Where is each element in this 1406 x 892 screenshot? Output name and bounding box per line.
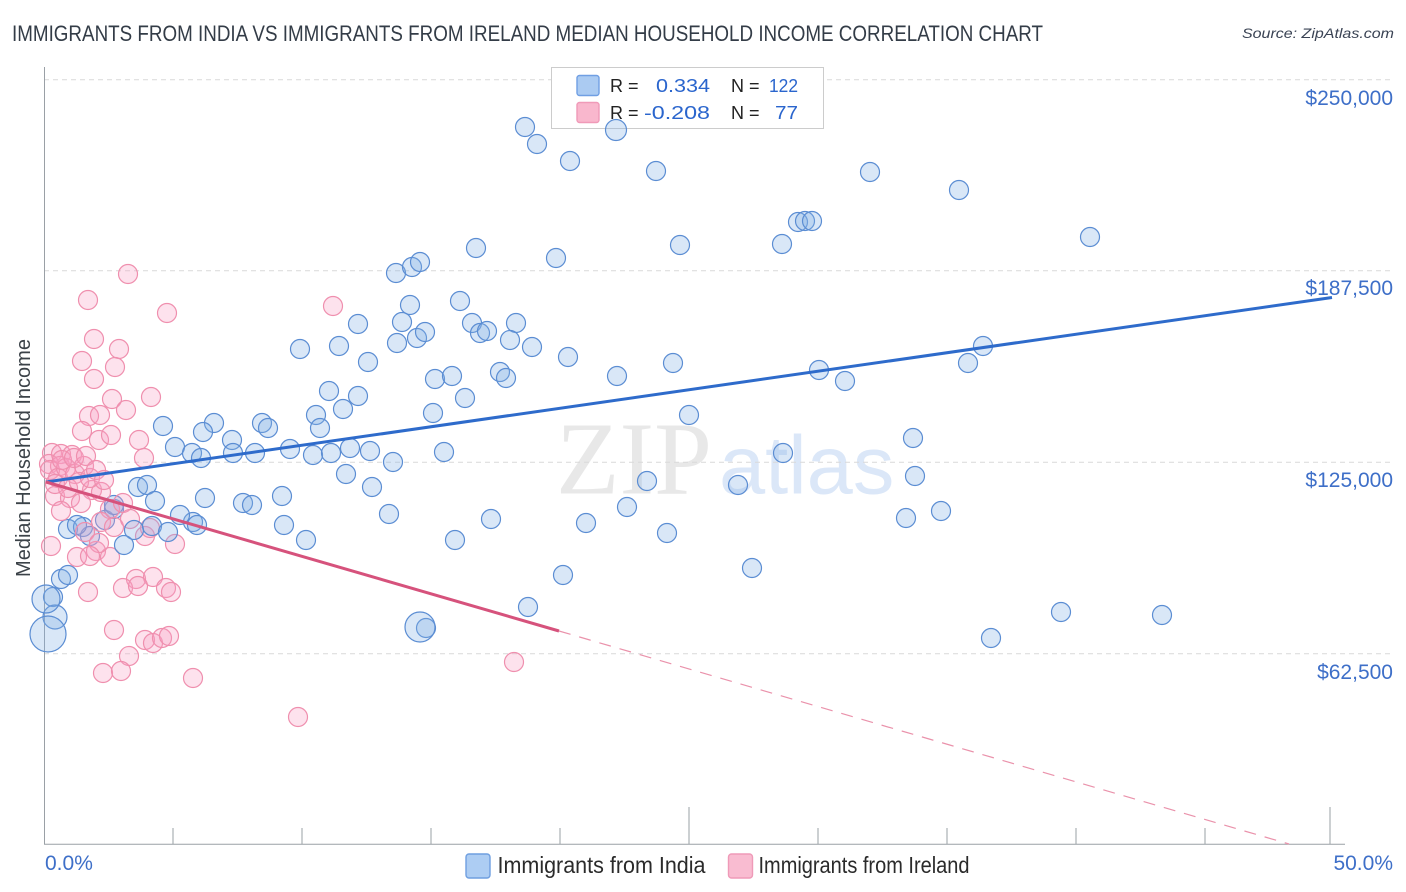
- svg-text:$125,000: $125,000: [1305, 469, 1393, 492]
- svg-text:N =: N =: [731, 103, 760, 123]
- svg-text:Immigrants from Ireland: Immigrants from Ireland: [759, 852, 970, 878]
- svg-text:122: 122: [769, 76, 798, 96]
- svg-text:Median Household Income: Median Household Income: [13, 339, 35, 577]
- svg-text:IMMIGRANTS FROM INDIA VS IMMIG: IMMIGRANTS FROM INDIA VS IMMIGRANTS FROM…: [12, 21, 1043, 46]
- svg-text:ZIP: ZIP: [556, 402, 712, 517]
- svg-text:$62,500: $62,500: [1317, 661, 1393, 684]
- svg-text:R =: R =: [610, 76, 639, 96]
- svg-text:Immigrants from India: Immigrants from India: [498, 852, 706, 878]
- svg-text:Source: ZipAtlas.com: Source: ZipAtlas.com: [1242, 25, 1394, 41]
- svg-text:77: 77: [775, 103, 798, 123]
- svg-text:R =: R =: [610, 103, 639, 123]
- svg-text:-0.208: -0.208: [644, 103, 710, 123]
- svg-text:$187,500: $187,500: [1305, 277, 1393, 300]
- svg-text:atlas: atlas: [719, 419, 894, 512]
- svg-text:0.0%: 0.0%: [45, 852, 93, 875]
- svg-text:50.0%: 50.0%: [1333, 852, 1393, 875]
- svg-text:0.334: 0.334: [656, 76, 710, 96]
- svg-text:N =: N =: [731, 76, 760, 96]
- svg-text:$250,000: $250,000: [1305, 87, 1393, 110]
